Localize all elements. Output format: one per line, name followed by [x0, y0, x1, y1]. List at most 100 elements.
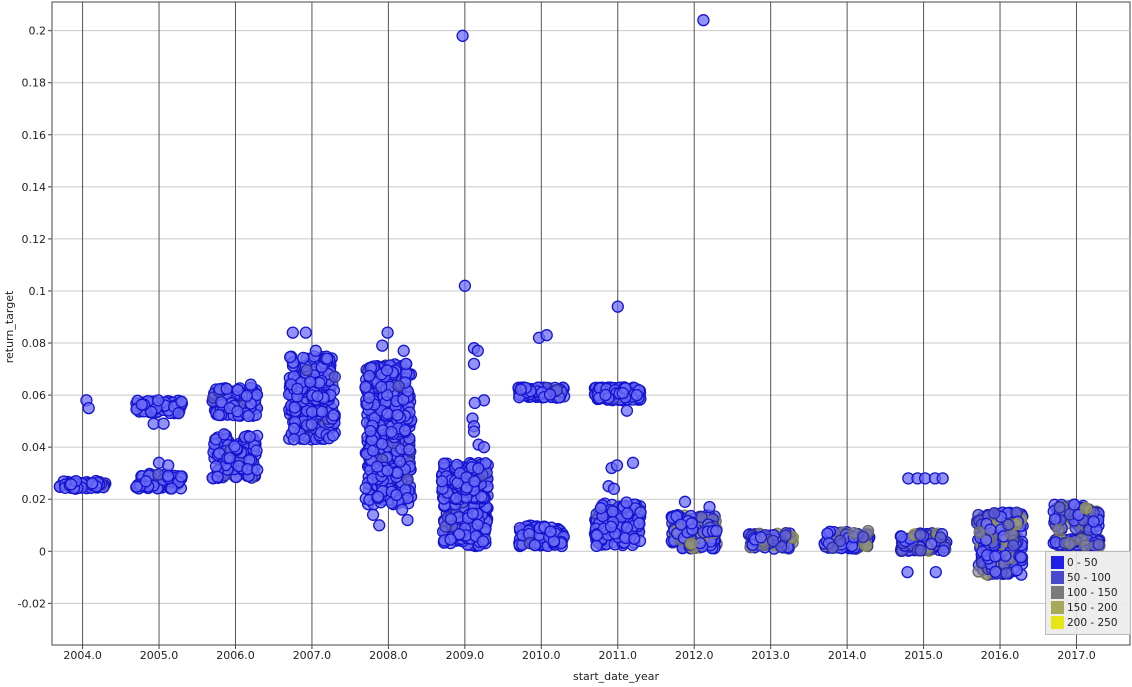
data-point [467, 425, 481, 438]
data-point [363, 391, 376, 404]
data-point [989, 565, 1002, 578]
data-point [373, 519, 386, 532]
data-point [999, 549, 1012, 562]
x-tick-label: 2014.0 [828, 649, 867, 662]
data-point [327, 409, 340, 422]
data-point [710, 524, 723, 538]
data-point [754, 531, 768, 544]
data-point [599, 388, 612, 402]
legend-item: 0 - 50 [1051, 555, 1098, 570]
data-point [174, 470, 188, 483]
data-point [209, 460, 223, 473]
data-point [385, 425, 398, 439]
data-point [287, 433, 301, 446]
data-point [1063, 537, 1076, 550]
data-point [543, 388, 557, 401]
data-point [309, 344, 322, 357]
data-point [220, 382, 233, 395]
data-point [834, 534, 847, 548]
data-point [172, 407, 185, 420]
data-point [300, 363, 313, 377]
data-point [250, 388, 264, 402]
data-point [937, 544, 950, 557]
data-point [391, 466, 404, 480]
data-point [240, 389, 253, 403]
data-point [1092, 538, 1105, 551]
y-tick-label: 0 [39, 545, 46, 558]
data-point [380, 364, 394, 377]
data-point [620, 404, 634, 417]
x-tick-label: 2005.0 [140, 649, 179, 662]
points-layer [53, 14, 1106, 581]
x-tick-label: 2011.0 [599, 649, 638, 662]
data-point [291, 382, 304, 396]
x-tick-label: 2013.0 [751, 649, 790, 662]
data-point [380, 388, 394, 402]
data-point [82, 401, 95, 415]
data-point [242, 409, 255, 423]
data-point [437, 457, 451, 470]
data-point [973, 526, 986, 539]
data-point [326, 429, 340, 442]
data-point [606, 505, 619, 518]
data-point [305, 418, 318, 431]
data-point [766, 534, 780, 548]
data-point [381, 464, 394, 477]
data-point [397, 344, 410, 357]
data-point [779, 529, 792, 542]
legend-swatch [1051, 571, 1064, 584]
data-point [458, 279, 472, 292]
data-point [1053, 501, 1066, 514]
y-tick-label: 0.16 [22, 129, 47, 142]
data-point [286, 326, 299, 339]
data-point [364, 424, 377, 438]
data-point [610, 459, 624, 472]
data-point [456, 29, 469, 42]
data-point [604, 520, 618, 533]
data-point [64, 478, 78, 491]
data-point [1079, 502, 1093, 515]
data-point [398, 424, 412, 437]
data-point [392, 380, 405, 393]
data-point [1000, 567, 1013, 580]
legend-swatch [1051, 556, 1064, 569]
x-tick-label: 2006.0 [216, 649, 255, 662]
data-point [444, 533, 457, 546]
data-point [936, 472, 949, 485]
data-point [685, 537, 698, 550]
data-point [376, 339, 389, 352]
data-point [375, 437, 389, 451]
data-point [471, 518, 484, 531]
data-point [287, 422, 301, 435]
data-point [304, 375, 317, 389]
x-tick-label: 2016.0 [981, 649, 1020, 662]
y-tick-label: 0.14 [22, 181, 47, 194]
data-point [1010, 563, 1023, 577]
data-point [1052, 523, 1065, 536]
legend-item: 100 - 150 [1051, 585, 1118, 600]
data-point [611, 300, 624, 313]
data-point [1087, 515, 1100, 528]
data-point [299, 326, 312, 339]
data-point [399, 357, 413, 371]
data-point [674, 518, 688, 531]
data-point [1014, 551, 1028, 564]
data-point [251, 463, 264, 477]
data-point [244, 378, 257, 391]
y-tick-label: 0.18 [22, 77, 47, 90]
legend-label: 50 - 100 [1067, 571, 1111, 584]
legend-label: 200 - 250 [1067, 616, 1118, 629]
data-point [914, 544, 927, 557]
data-point [471, 344, 484, 357]
data-point [298, 432, 311, 446]
y-tick-label: 0.2 [29, 25, 47, 38]
y-tick-label: 0.1 [29, 285, 47, 298]
data-point [621, 507, 634, 520]
data-point [435, 475, 449, 488]
data-point [211, 470, 224, 483]
data-point [540, 329, 553, 342]
x-tick-label: 2012.0 [675, 649, 714, 662]
data-point [989, 550, 1002, 563]
data-point [626, 456, 640, 469]
legend-label: 150 - 200 [1067, 601, 1118, 614]
